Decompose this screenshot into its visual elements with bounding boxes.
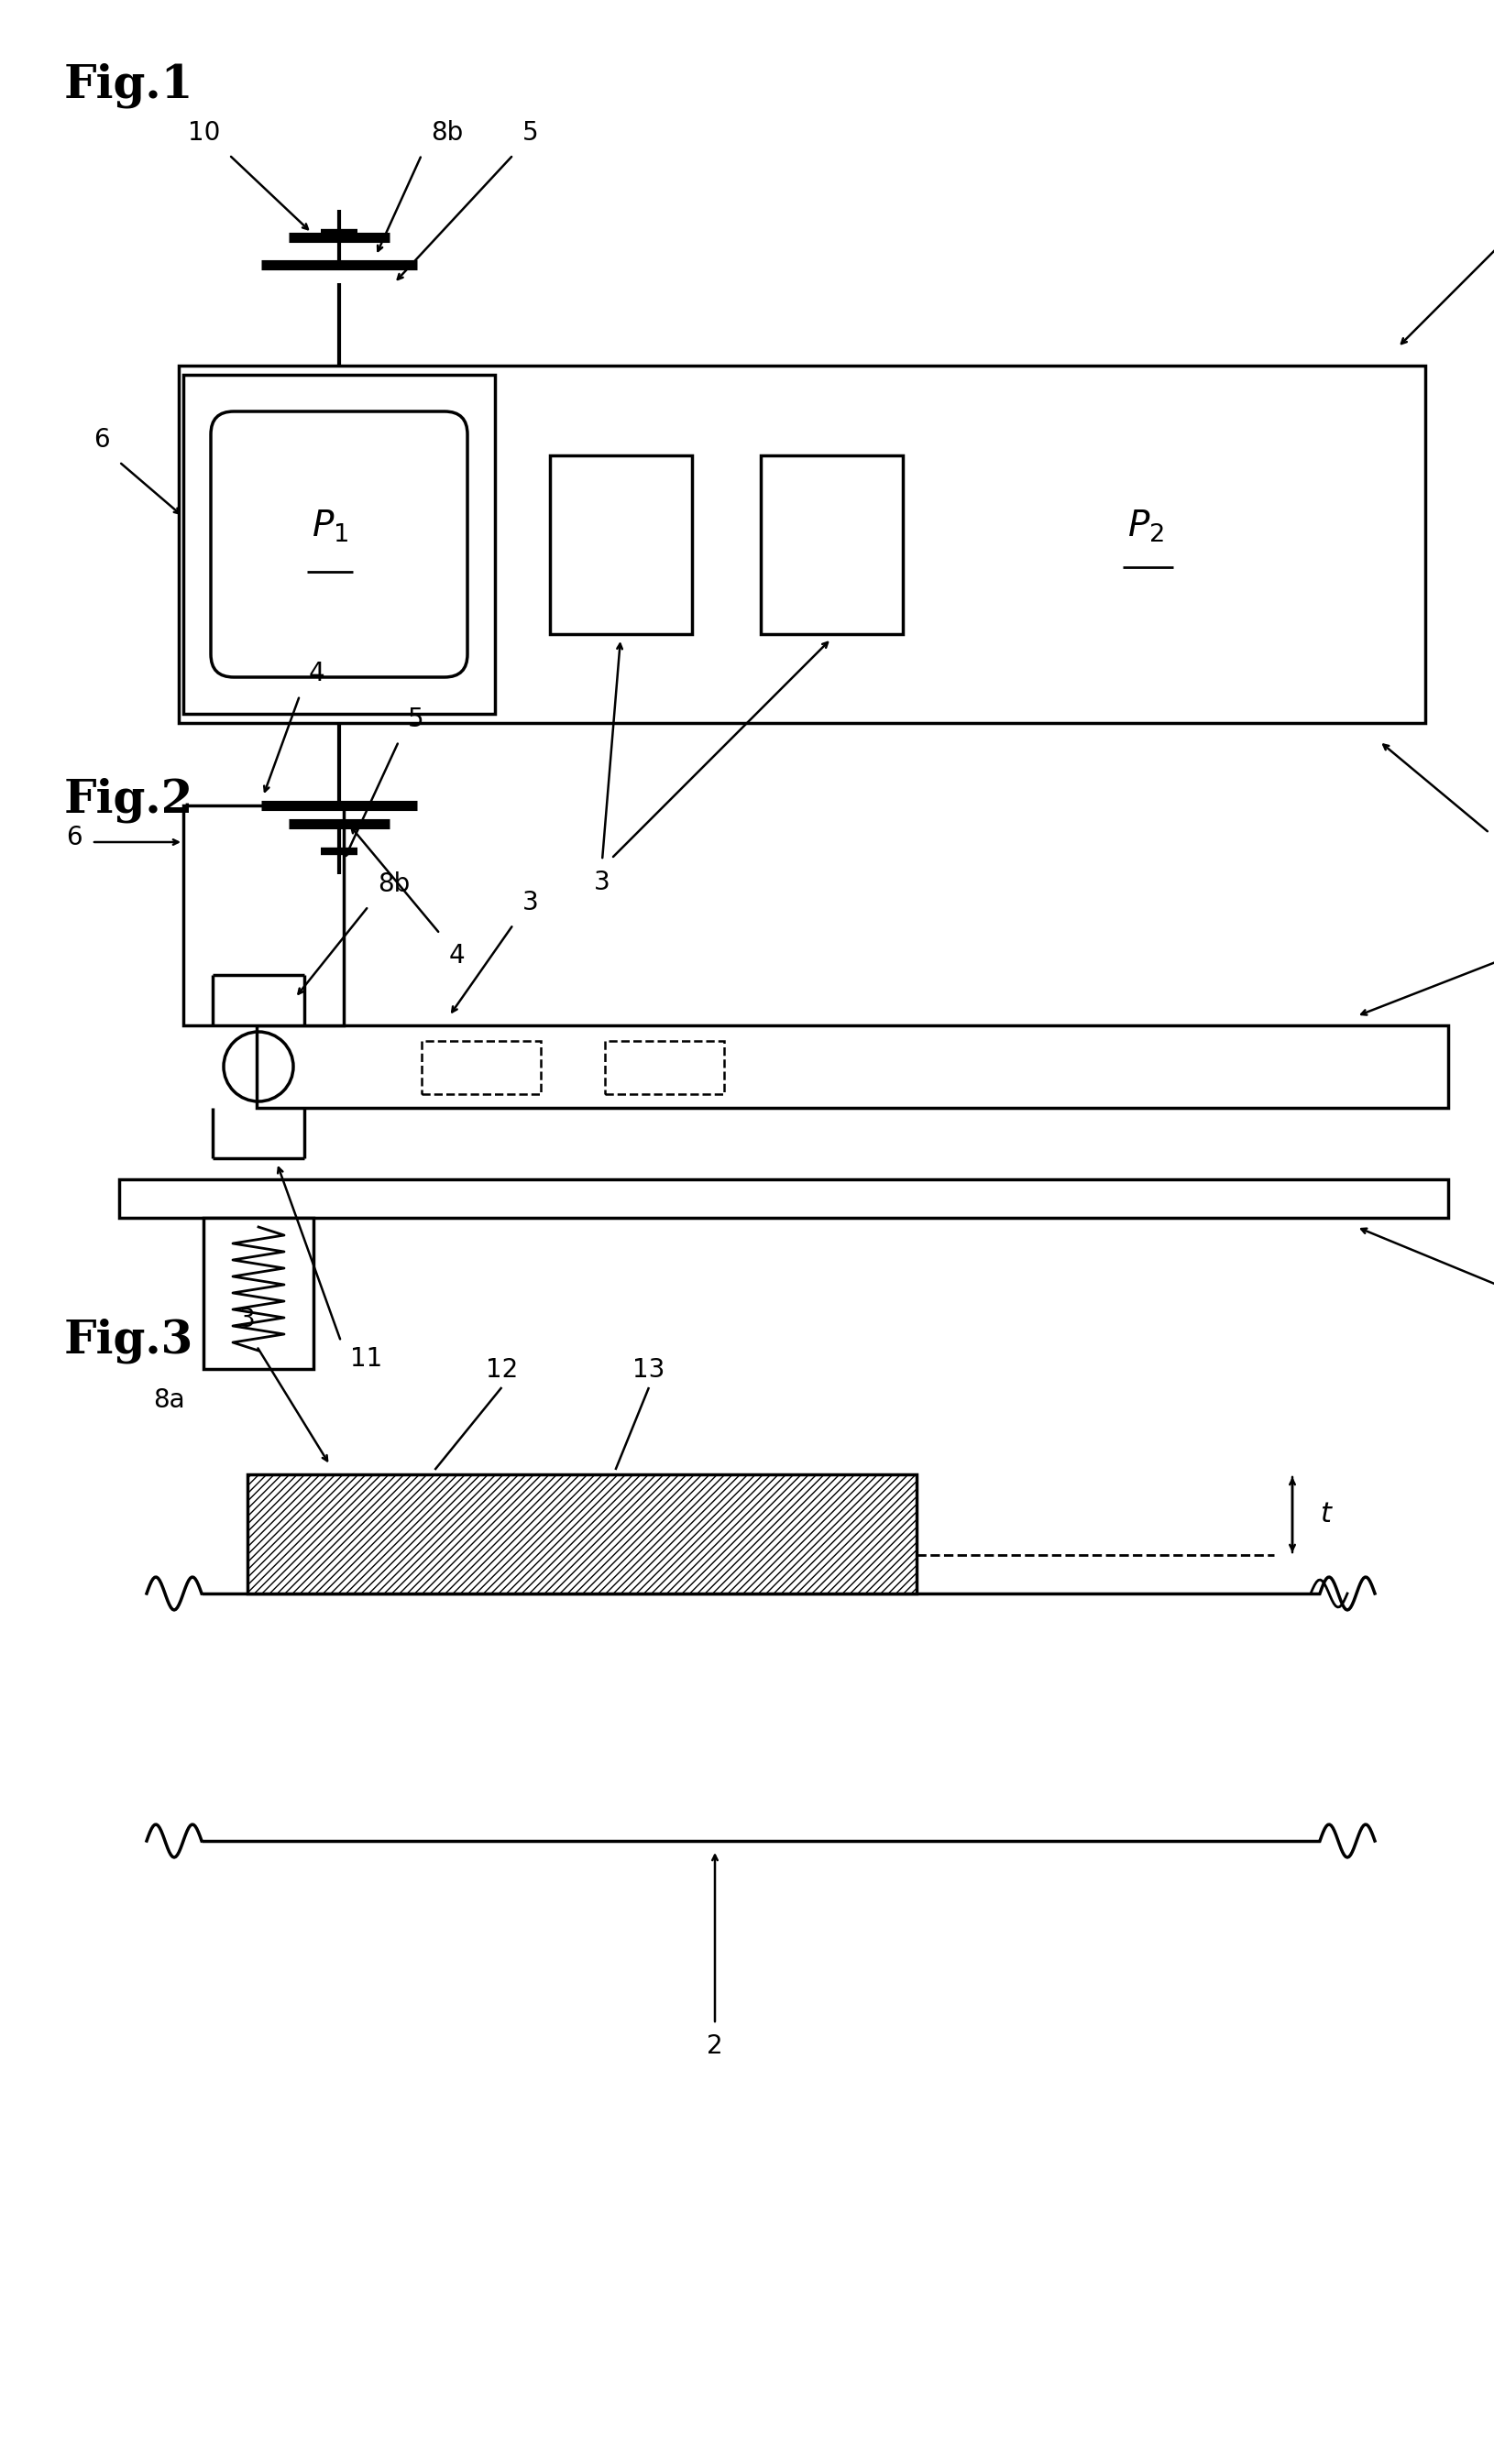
Text: 8b: 8b [430,121,463,145]
Text: 8b: 8b [378,872,409,897]
Text: 13: 13 [632,1358,665,1382]
Text: 2: 2 [707,2033,723,2060]
Text: $P_1$: $P_1$ [311,508,348,545]
Text: Fig.2: Fig.2 [64,779,194,823]
Text: $P_2$: $P_2$ [1126,508,1164,545]
Bar [203,1217,314,1370]
Text: 3: 3 [239,1306,255,1333]
Bar [179,365,1424,722]
Text: 10: 10 [187,121,220,145]
Bar [421,1040,541,1094]
Text: 11: 11 [350,1345,382,1372]
Bar [248,1473,916,1594]
Text: t: t [1319,1501,1330,1528]
Text: 5: 5 [408,707,424,732]
Text: 3: 3 [521,890,538,917]
Text: Fig.3: Fig.3 [64,1318,194,1365]
Bar [605,1040,723,1094]
Bar [184,375,495,715]
Bar [550,456,692,633]
Bar [184,806,344,1025]
Text: 4: 4 [309,660,324,687]
Text: 8a: 8a [154,1387,185,1412]
Text: 12: 12 [486,1358,517,1382]
Text: 5: 5 [521,121,538,145]
Text: 4: 4 [448,944,465,968]
Text: Fig.1: Fig.1 [64,64,194,108]
Text: 6: 6 [66,825,82,850]
Bar [257,1025,1448,1109]
FancyBboxPatch shape [211,411,468,678]
Bar [120,1180,1448,1217]
Text: 6: 6 [94,426,111,453]
Text: 3: 3 [593,870,610,894]
Bar [760,456,902,633]
